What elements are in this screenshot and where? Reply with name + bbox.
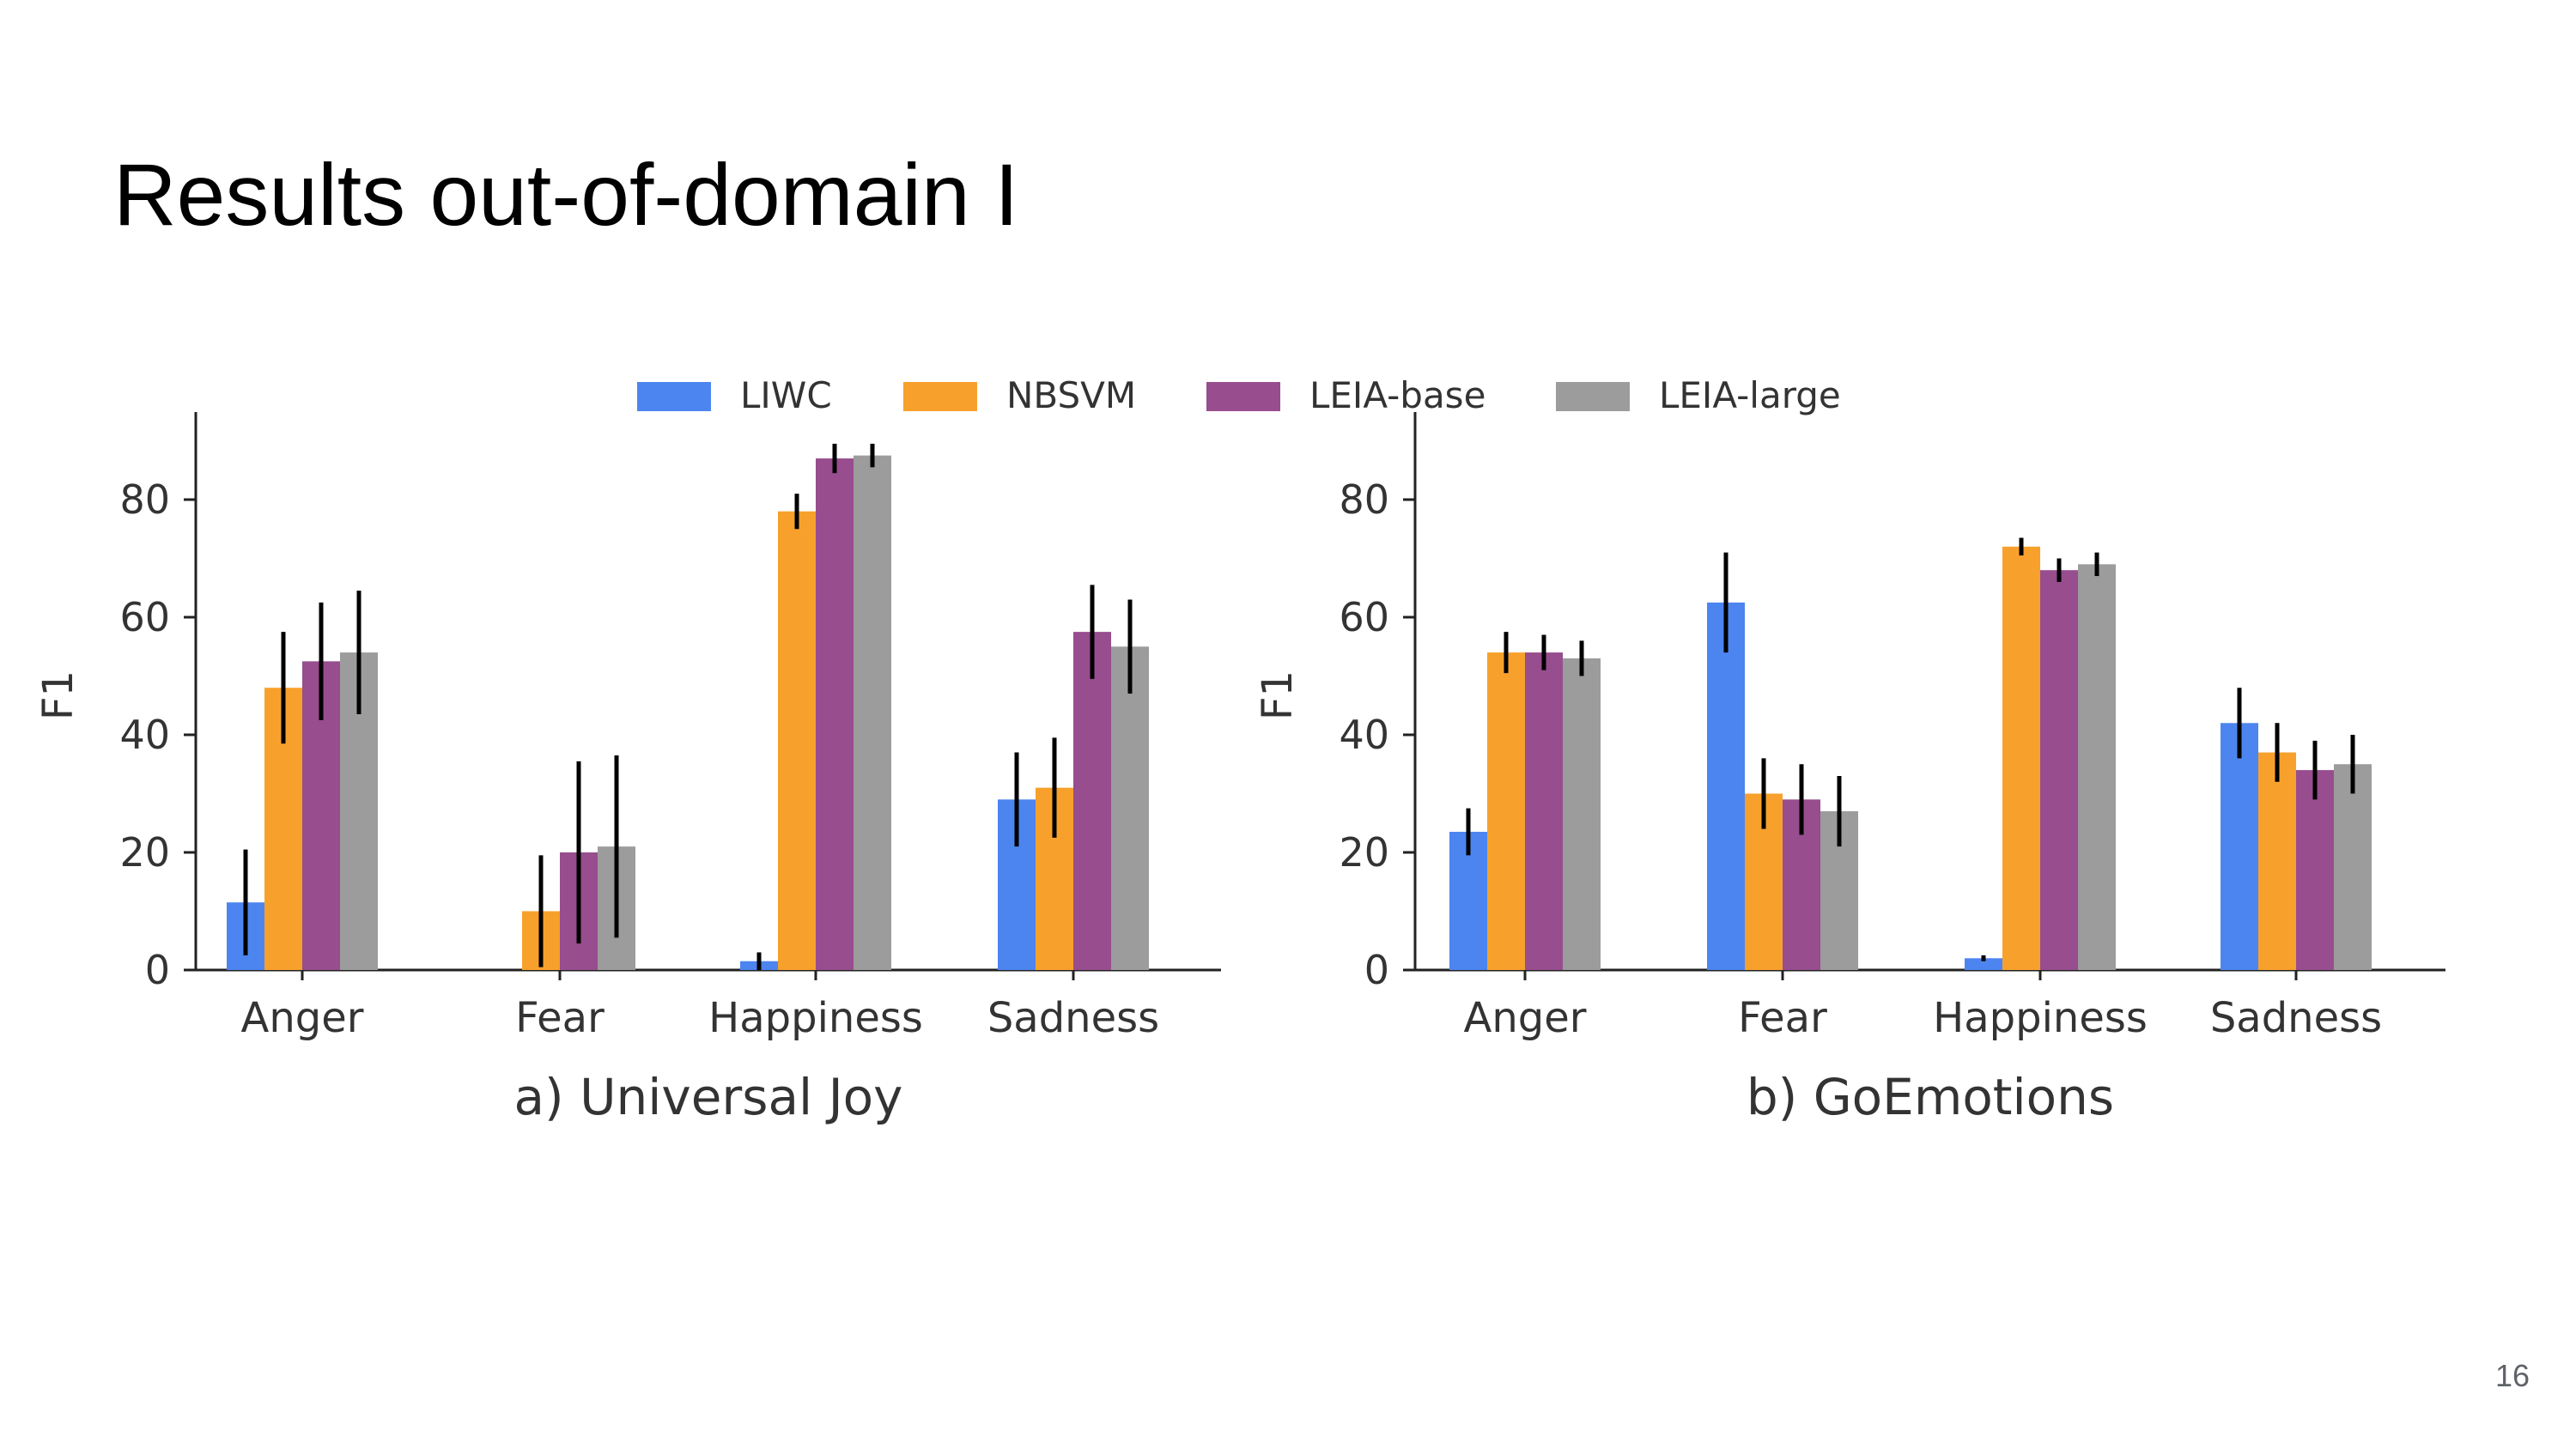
x-tick-label: Sadness [2210,994,2382,1042]
y-tick-label: 0 [1364,947,1389,993]
bar [816,458,854,970]
bar [2258,752,2296,970]
x-tick-label: Happiness [1933,994,2148,1042]
x-tick-label: Fear [1738,994,1827,1042]
bar [2221,723,2258,970]
chart-panel: 0 20 40 60 80 F1 Anger Fear Happiness Sadness a) U… [34,412,1221,1126]
legend-label: LIWC [740,374,832,416]
x-tick-label: Anger [241,994,364,1042]
bar [1073,632,1111,970]
x-tick-label: Happiness [708,994,923,1042]
y-tick-label: 80 [1339,476,1389,523]
bar [778,511,816,970]
bar [2334,764,2372,970]
panel-title: a) Universal Joy [513,1068,902,1126]
legend-label: NBSVM [1006,374,1136,416]
chart-panel: 0 20 40 60 80 F1 Anger Fear Happiness Sadness b) G… [1254,412,2445,1126]
bar [1111,646,1149,970]
page-number: 16 [2494,1358,2530,1393]
y-tick-label: 60 [1339,594,1389,640]
bar [2002,546,2040,970]
y-tick-label: 20 [1339,829,1389,876]
y-tick-label: 0 [145,947,170,993]
bar [1563,658,1601,970]
bar [1965,958,2002,970]
legend-swatch [1556,382,1630,411]
legend-label: LEIA-large [1659,374,1841,416]
legend: LIWC NBSVM LEIA-base LEIA-large [637,374,1841,416]
y-tick-label: 20 [119,829,170,876]
x-tick-label: Fear [515,994,605,1042]
panel-title: b) GoEmotions [1747,1068,2114,1126]
bar [1525,652,1563,970]
y-axis-label: F1 [34,670,82,720]
slide-title: Results out-of-domain I [113,146,1019,244]
y-axis-label: F1 [1254,670,1302,720]
legend-swatch [903,382,977,411]
y-tick-label: 40 [1339,712,1389,758]
bar [2296,770,2334,970]
y-tick-label: 60 [119,594,170,640]
x-tick-label: Sadness [987,994,1159,1042]
legend-swatch [637,382,711,411]
bar [854,455,891,970]
y-tick-label: 80 [119,476,170,523]
x-tick-label: Anger [1464,994,1587,1042]
y-tick-label: 40 [119,712,170,758]
legend-label: LEIA-base [1309,374,1485,416]
bar [1707,602,1745,970]
bar [1487,652,1525,970]
bar [2078,564,2116,970]
legend-swatch [1206,382,1280,411]
bar [2040,570,2078,970]
